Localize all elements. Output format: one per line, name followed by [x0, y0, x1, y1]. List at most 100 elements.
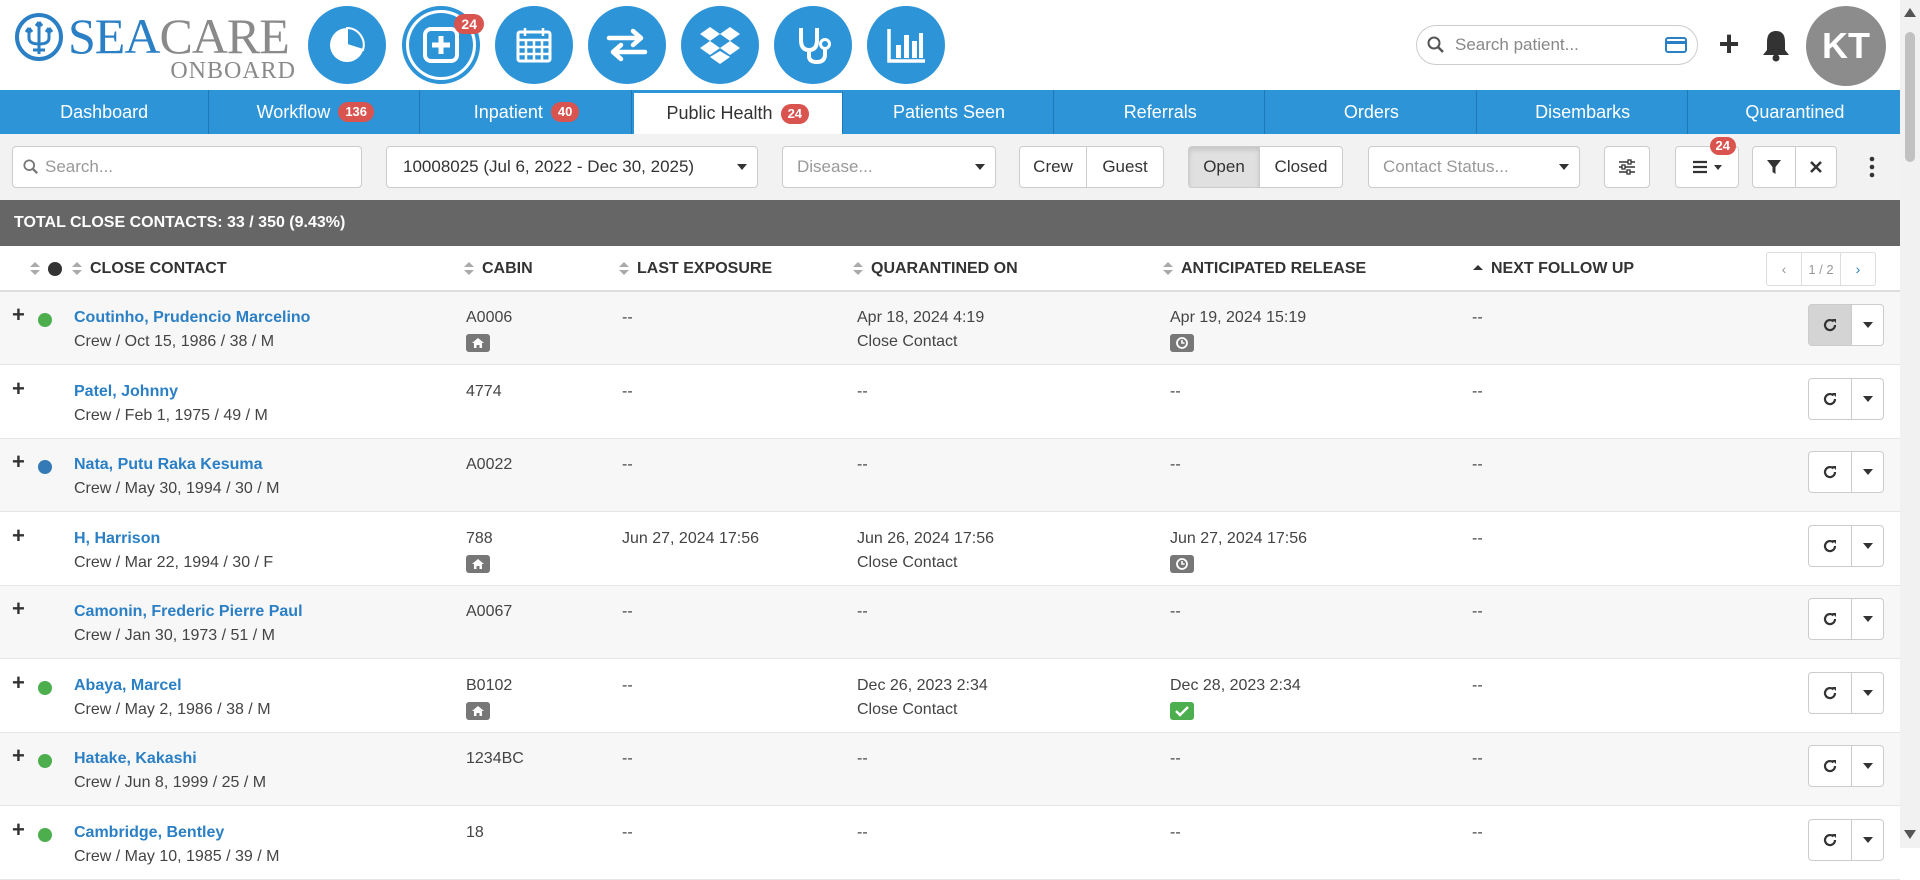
nav-new-visit-button[interactable]: 24 [402, 6, 484, 84]
sort-icon [464, 262, 474, 276]
user-avatar[interactable]: KT [1806, 6, 1886, 86]
id-card-icon[interactable] [1665, 37, 1687, 53]
refresh-button[interactable] [1808, 671, 1852, 714]
patient-name-link[interactable]: Coutinho, Prudencio Marcelino [74, 309, 311, 326]
scroll-down-arrow-icon[interactable] [1904, 830, 1916, 839]
refresh-icon [1823, 318, 1837, 332]
sort-cabin-header[interactable]: CABIN [464, 246, 533, 292]
list-options-button[interactable]: 24 [1675, 137, 1739, 188]
refresh-icon [1823, 392, 1837, 405]
row-menu-button[interactable] [1852, 451, 1884, 493]
next-follow-up-cell: -- [1472, 823, 1483, 841]
refresh-button[interactable] [1808, 598, 1852, 640]
patient-name-link[interactable]: H, Harrison [74, 529, 161, 547]
expand-row-icon[interactable]: + [12, 302, 25, 327]
more-vertical-icon[interactable] [1862, 154, 1882, 180]
search-icon [23, 159, 39, 175]
tab-workflow[interactable]: Workflow 136 [211, 90, 421, 134]
row-menu-button[interactable] [1852, 304, 1884, 346]
refresh-button[interactable] [1808, 377, 1852, 420]
refresh-button[interactable] [1808, 524, 1852, 567]
table-row[interactable]: + Coutinho, Prudencio Marcelino Crew / Oct… [0, 292, 1900, 365]
refresh-button[interactable] [1808, 818, 1852, 861]
last-exposure-cell: -- [622, 823, 633, 841]
tab-patients-seen[interactable]: Patients Seen [844, 90, 1055, 134]
sort-next-follow-up-header[interactable]: NEXT FOLLOW UP [1473, 246, 1634, 292]
table-row[interactable]: + H, Harrison Crew / Mar 22, 1994 / 30 / F… [0, 512, 1900, 586]
table-row[interactable]: + Abaya, Marcel Crew / May 2, 1986 / 38 / … [0, 659, 1900, 733]
tab-inpatient[interactable]: Inpatient 40 [422, 90, 632, 134]
patient-name-link[interactable]: Nata, Putu Raka Kesuma [74, 456, 263, 473]
expand-row-icon[interactable]: + [12, 816, 25, 842]
bar-chart-icon [887, 29, 925, 63]
tab-quarantined[interactable]: Quarantined [1689, 90, 1900, 134]
sort-status-header[interactable]: CLOSE CONTACT [30, 246, 227, 292]
scroll-thumb[interactable] [1905, 32, 1915, 162]
row-menu-button[interactable] [1852, 598, 1884, 640]
patient-name-link[interactable]: Hatake, Kakashi [74, 750, 197, 767]
nav-dropbox-button[interactable] [681, 6, 759, 84]
nav-transfer-button[interactable] [588, 6, 666, 84]
expand-row-icon[interactable]: + [12, 375, 25, 401]
patient-info: Crew / Mar 22, 1994 / 30 / F [74, 553, 274, 571]
row-menu-button[interactable] [1852, 745, 1884, 787]
clear-filter-button[interactable] [1795, 146, 1837, 188]
anticipated-release-cell: Apr 19, 2024 15:19 [1170, 306, 1306, 354]
bell-icon[interactable] [1760, 28, 1792, 62]
sort-quarantined-on-header[interactable]: QUARANTINED ON [853, 246, 1018, 292]
crew-button[interactable]: Crew [1019, 146, 1087, 188]
sort-anticipated-release-header[interactable]: ANTICIPATED RELEASE [1163, 246, 1366, 292]
nav-clinical-button[interactable] [774, 6, 852, 84]
nav-reports-button[interactable] [867, 6, 945, 84]
closed-button[interactable]: Closed [1260, 146, 1343, 188]
prev-page-button[interactable]: ‹ [1781, 261, 1787, 277]
row-menu-button[interactable] [1852, 818, 1884, 861]
refresh-button[interactable] [1808, 304, 1852, 346]
scroll-up-arrow-icon[interactable] [1904, 8, 1916, 17]
expand-row-icon[interactable]: + [12, 669, 25, 695]
refresh-button[interactable] [1808, 451, 1852, 493]
next-page-button[interactable]: › [1855, 261, 1861, 277]
expand-row-icon[interactable]: + [12, 743, 25, 768]
quarantined-on-value: Jun 26, 2024 17:56 [857, 529, 995, 547]
add-icon[interactable]: + [1718, 23, 1740, 64]
tab-dashboard[interactable]: Dashboard [0, 90, 210, 134]
table-row[interactable]: + Nata, Putu Raka Kesuma Crew / May 30, 19… [0, 439, 1900, 512]
table-row[interactable]: + Patel, Johnny Crew / Feb 1, 1975 / 49 / … [0, 365, 1900, 439]
row-menu-button[interactable] [1852, 524, 1884, 567]
tab-orders[interactable]: Orders [1267, 90, 1477, 134]
list-badge: 24 [1709, 137, 1736, 155]
voyage-select[interactable]: 10008025 (Jul 6, 2022 - Dec 30, 2025) [386, 146, 758, 188]
contact-status-select[interactable]: Contact Status... [1368, 146, 1580, 188]
table-row[interactable]: + Camonin, Frederic Pierre Paul Crew / Jan… [0, 586, 1900, 659]
nav-calendar-button[interactable] [495, 6, 573, 84]
patient-name-link[interactable]: Camonin, Frederic Pierre Paul [74, 603, 303, 620]
expand-row-icon[interactable]: + [12, 596, 25, 621]
sort-icon [72, 262, 82, 276]
nav-dashboard-button[interactable] [308, 6, 386, 84]
disease-select[interactable]: Disease... [782, 146, 996, 188]
row-menu-button[interactable] [1852, 377, 1884, 420]
tab-disembarks[interactable]: Disembarks [1478, 90, 1688, 134]
tab-referrals[interactable]: Referrals [1056, 90, 1266, 134]
expand-row-icon[interactable]: + [12, 522, 25, 548]
patient-name-link[interactable]: Abaya, Marcel [74, 676, 182, 694]
open-button[interactable]: Open [1188, 146, 1260, 188]
seacare-logo[interactable]: SEACARE ONBOARD [14, 10, 296, 84]
row-menu-button[interactable] [1852, 671, 1884, 714]
table-row[interactable]: + Cambridge, Bentley Crew / May 10, 1985 /… [0, 806, 1900, 880]
guest-button[interactable]: Guest [1087, 146, 1164, 188]
tab-label: Public Health [666, 103, 773, 123]
adjust-filters-button[interactable] [1604, 146, 1650, 188]
patient-name-link[interactable]: Patel, Johnny [74, 382, 179, 400]
search-patient-input[interactable]: Search patient... [1416, 25, 1698, 65]
refresh-button[interactable] [1808, 745, 1852, 787]
contact-search-input[interactable]: Search... [12, 146, 362, 188]
patient-name-link[interactable]: Cambridge, Bentley [74, 823, 225, 841]
expand-row-icon[interactable]: + [12, 449, 25, 474]
page-scrollbar[interactable] [1900, 0, 1920, 848]
filter-button[interactable] [1752, 146, 1796, 188]
sort-last-exposure-header[interactable]: LAST EXPOSURE [619, 246, 772, 292]
tab-public-health[interactable]: Public Health 24 [633, 90, 843, 134]
table-row[interactable]: + Hatake, Kakashi Crew / Jun 8, 1999 / 25 … [0, 733, 1900, 806]
